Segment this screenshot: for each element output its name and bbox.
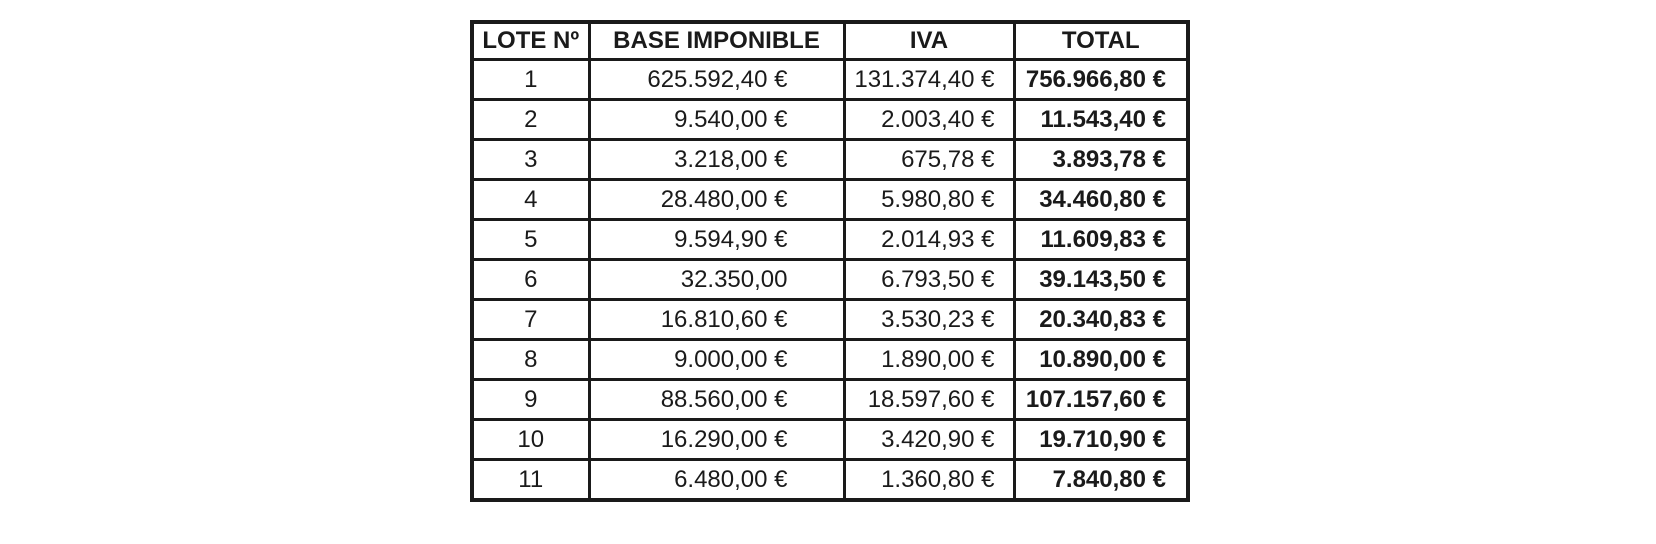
column-header-lote: LOTE Nº bbox=[470, 20, 591, 61]
total-cell: 107.157,60 € bbox=[1012, 378, 1190, 421]
iva-cell: 2.003,40 € bbox=[842, 98, 1016, 141]
total-cell: 20.340,83 € bbox=[1012, 298, 1190, 341]
iva-cell: 18.597,60 € bbox=[842, 378, 1016, 421]
lote-cell: 7 bbox=[470, 298, 591, 341]
lote-cell: 6 bbox=[470, 258, 591, 301]
total-cell: 11.543,40 € bbox=[1012, 98, 1190, 141]
table-row: 11 6.480,00 € 1.360,80 € 7.840,80 € bbox=[470, 458, 1190, 502]
base-cell: 9.594,90 € bbox=[587, 218, 846, 261]
table-row: 2 9.540,00 € 2.003,40 € 11.543,40 € bbox=[470, 98, 1190, 141]
total-cell: 11.609,83 € bbox=[1012, 218, 1190, 261]
base-cell: 16.290,00 € bbox=[587, 418, 846, 461]
table-row: 9 88.560,00 € 18.597,60 € 107.157,60 € bbox=[470, 378, 1190, 421]
table-row: 7 16.810,60 € 3.530,23 € 20.340,83 € bbox=[470, 298, 1190, 341]
iva-cell: 5.980,80 € bbox=[842, 178, 1016, 221]
iva-cell: 131.374,40 € bbox=[842, 58, 1016, 101]
lote-cell: 1 bbox=[470, 58, 591, 101]
base-cell: 9.540,00 € bbox=[587, 98, 846, 141]
lote-cell: 4 bbox=[470, 178, 591, 221]
iva-cell: 6.793,50 € bbox=[842, 258, 1016, 301]
iva-cell: 1.890,00 € bbox=[842, 338, 1016, 381]
column-header-base: BASE IMPONIBLE bbox=[587, 20, 846, 61]
iva-cell: 675,78 € bbox=[842, 138, 1016, 181]
base-cell: 6.480,00 € bbox=[587, 458, 846, 502]
column-header-total: TOTAL bbox=[1012, 20, 1190, 61]
lote-cell: 8 bbox=[470, 338, 591, 381]
base-cell: 28.480,00 € bbox=[587, 178, 846, 221]
total-cell: 7.840,80 € bbox=[1012, 458, 1190, 502]
base-cell: 625.592,40 € bbox=[587, 58, 846, 101]
lote-cell: 2 bbox=[470, 98, 591, 141]
total-cell: 34.460,80 € bbox=[1012, 178, 1190, 221]
total-cell: 19.710,90 € bbox=[1012, 418, 1190, 461]
table-row: 1 625.592,40 € 131.374,40 € 756.966,80 € bbox=[470, 58, 1190, 101]
total-cell: 39.143,50 € bbox=[1012, 258, 1190, 301]
base-cell: 16.810,60 € bbox=[587, 298, 846, 341]
total-cell: 3.893,78 € bbox=[1012, 138, 1190, 181]
column-header-iva: IVA bbox=[842, 20, 1016, 61]
lote-cell: 3 bbox=[470, 138, 591, 181]
lote-cell: 11 bbox=[470, 458, 591, 502]
lote-cell: 5 bbox=[470, 218, 591, 261]
lotes-table: LOTE Nº BASE IMPONIBLE IVA TOTAL 1 625.5… bbox=[470, 20, 1190, 502]
iva-cell: 3.530,23 € bbox=[842, 298, 1016, 341]
lote-cell: 9 bbox=[470, 378, 591, 421]
base-cell: 3.218,00 € bbox=[587, 138, 846, 181]
total-cell: 10.890,00 € bbox=[1012, 338, 1190, 381]
table-row: 6 32.350,00 6.793,50 € 39.143,50 € bbox=[470, 258, 1190, 301]
table-row: 4 28.480,00 € 5.980,80 € 34.460,80 € bbox=[470, 178, 1190, 221]
base-cell: 9.000,00 € bbox=[587, 338, 846, 381]
iva-cell: 1.360,80 € bbox=[842, 458, 1016, 502]
table-row: 3 3.218,00 € 675,78 € 3.893,78 € bbox=[470, 138, 1190, 181]
table-row: 5 9.594,90 € 2.014,93 € 11.609,83 € bbox=[470, 218, 1190, 261]
iva-cell: 3.420,90 € bbox=[842, 418, 1016, 461]
table-row: 8 9.000,00 € 1.890,00 € 10.890,00 € bbox=[470, 338, 1190, 381]
lote-cell: 10 bbox=[470, 418, 591, 461]
header-row: LOTE Nº BASE IMPONIBLE IVA TOTAL bbox=[470, 20, 1190, 61]
iva-cell: 2.014,93 € bbox=[842, 218, 1016, 261]
total-cell: 756.966,80 € bbox=[1012, 58, 1190, 101]
base-cell: 88.560,00 € bbox=[587, 378, 846, 421]
table-row: 10 16.290,00 € 3.420,90 € 19.710,90 € bbox=[470, 418, 1190, 461]
base-cell: 32.350,00 bbox=[587, 258, 846, 301]
